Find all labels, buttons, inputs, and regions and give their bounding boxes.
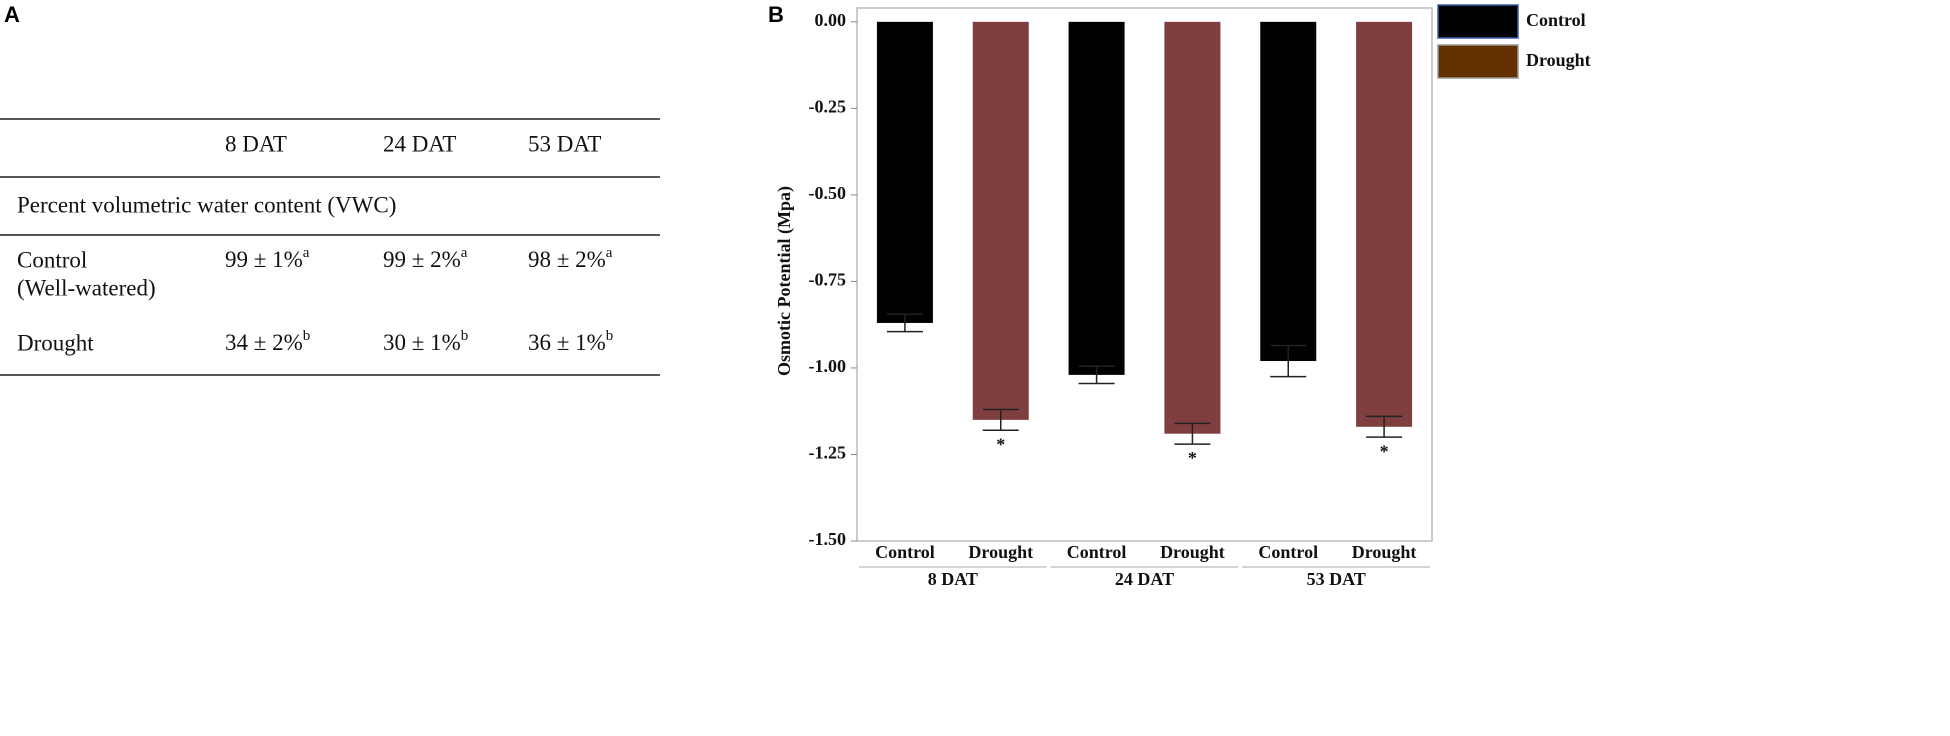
cell-superscript: a	[303, 245, 310, 261]
cell-value: 34 ± 2%	[225, 330, 303, 355]
table-cell: 99 ± 2%a	[383, 245, 468, 272]
legend-label: Drought	[1526, 50, 1591, 70]
table-cell: 36 ± 1%b	[528, 328, 613, 355]
x-tick-label: Drought	[1160, 542, 1225, 562]
plot-frame	[856, 7, 1433, 542]
bar	[1164, 21, 1221, 434]
column-header: 53 DAT	[528, 131, 601, 156]
table-cell: 99 ± 1%a	[225, 245, 310, 272]
cell-superscript: a	[461, 245, 468, 261]
row-label: Drought	[17, 330, 94, 355]
column-header: 24 DAT	[383, 131, 456, 156]
x-tick-label: Control	[875, 542, 935, 562]
cell-value: 99 ± 1%	[225, 247, 303, 272]
y-tick-label: -1.00	[809, 356, 847, 376]
cell-superscript: b	[461, 328, 469, 344]
y-tick-label: -0.75	[809, 270, 847, 290]
significance-mark: *	[996, 434, 1005, 454]
legend-swatch	[1437, 44, 1519, 79]
cell-value: 98 ± 2%	[528, 247, 606, 272]
legend-label: Control	[1526, 10, 1586, 30]
y-tick-label: -0.50	[809, 183, 847, 203]
bar	[1260, 21, 1317, 362]
cell-superscript: b	[606, 328, 614, 344]
y-axis-label: Osmotic Potential (Mpa)	[774, 186, 795, 376]
row-label: (Well-watered)	[17, 275, 156, 300]
y-tick-label: -0.25	[809, 96, 847, 116]
panel-label: A	[4, 2, 20, 27]
cell-value: 36 ± 1%	[528, 330, 606, 355]
column-header: 8 DAT	[225, 131, 287, 156]
bar	[972, 21, 1029, 420]
bar	[1356, 21, 1413, 427]
y-tick-label: -1.25	[809, 443, 847, 463]
significance-mark: *	[1188, 448, 1197, 468]
x-tick-label: Drought	[1352, 542, 1417, 562]
panel-label: B	[768, 2, 784, 27]
legend-swatch	[1437, 4, 1519, 39]
x-tick-label: Control	[1067, 542, 1127, 562]
row-label: Control	[17, 247, 87, 272]
table-cell: 34 ± 2%b	[225, 328, 310, 355]
y-tick-label: 0.00	[815, 10, 847, 30]
cell-superscript: a	[606, 245, 613, 261]
bar	[876, 21, 933, 323]
bar	[1068, 21, 1125, 375]
y-tick-label: -1.50	[809, 529, 847, 549]
x-tick-label: Control	[1258, 542, 1318, 562]
significance-mark: *	[1380, 441, 1389, 461]
table-section: Percent volumetric water content (VWC)	[17, 192, 396, 217]
x-tick-label: Drought	[968, 542, 1033, 562]
cell-value: 30 ± 1%	[383, 330, 461, 355]
cell-superscript: b	[303, 328, 311, 344]
cell-value: 99 ± 2%	[383, 247, 461, 272]
group-label: 8 DAT	[928, 569, 978, 589]
table-cell: 30 ± 1%b	[383, 328, 468, 355]
table-cell: 98 ± 2%a	[528, 245, 613, 272]
group-label: 24 DAT	[1115, 569, 1174, 589]
group-label: 53 DAT	[1307, 569, 1366, 589]
